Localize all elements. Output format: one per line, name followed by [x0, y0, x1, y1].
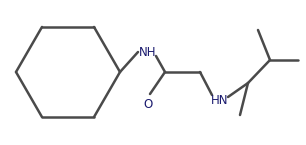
Text: NH: NH	[139, 46, 157, 58]
Text: HN: HN	[211, 94, 229, 106]
Text: O: O	[144, 97, 153, 110]
